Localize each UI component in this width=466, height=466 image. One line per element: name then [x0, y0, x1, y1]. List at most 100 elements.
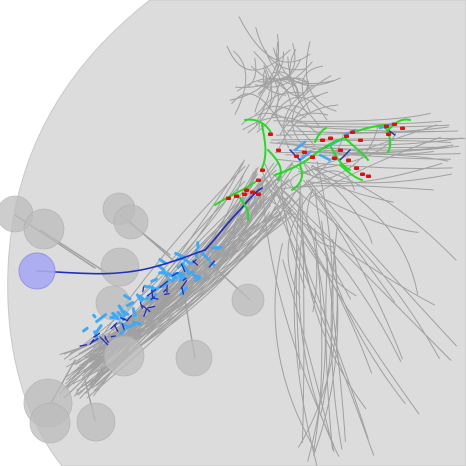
axon-twig: [110, 322, 118, 330]
synapse-marker: [256, 178, 261, 182]
axon-twig: [121, 323, 125, 331]
dendrite-segment: [133, 312, 138, 317]
dendrite-segment: [116, 311, 126, 321]
synapse-marker: [320, 138, 325, 142]
synapse-marker: [350, 130, 355, 134]
axon-twig: [181, 287, 185, 295]
neurite-strand: [301, 65, 323, 113]
neurite-strand: [274, 243, 317, 452]
neurite-strand: [247, 57, 257, 88]
neurite-strand: [280, 137, 463, 146]
dendrite-segment: [211, 245, 223, 250]
neurite-strand: [294, 145, 435, 155]
axon-twig: [171, 272, 179, 277]
axon-twig: [139, 301, 143, 309]
dendrite-segment: [145, 294, 150, 301]
axon-twig: [339, 149, 351, 161]
neurite-strand: [242, 116, 321, 137]
synapse-marker: [346, 158, 351, 162]
green-branch: [214, 179, 259, 206]
green-branch: [274, 157, 311, 176]
neurite-strand: [301, 194, 317, 303]
neurite-strand: [296, 124, 450, 128]
neurite-strand: [271, 105, 320, 127]
neurite-strand: [277, 139, 452, 143]
dendrite-segment: [298, 150, 312, 162]
synapse-marker: [276, 148, 281, 152]
green-branch: [261, 124, 267, 169]
neurite-strand: [255, 61, 313, 88]
neurite-strand: [272, 174, 440, 359]
axon-twig: [126, 314, 133, 322]
axon-twig: [182, 277, 187, 281]
neurite-strand: [261, 176, 335, 446]
axon-twig: [192, 259, 197, 263]
synapse-marker: [400, 126, 405, 130]
dendrite-segment: [181, 263, 190, 273]
neurite-strand: [275, 80, 300, 139]
green-branch: [387, 118, 411, 131]
neurite-strand: [283, 85, 314, 149]
synapse-marker: [344, 134, 349, 138]
dendrite-segment: [123, 294, 132, 301]
neurite-strand: [314, 193, 419, 233]
soma-sphere: [29, 402, 71, 444]
axon-twig: [110, 335, 116, 338]
neurite-strand: [264, 163, 369, 439]
neurite-strand: [305, 180, 396, 303]
green-branch: [339, 164, 363, 181]
axon-twig: [141, 305, 151, 313]
neurite-strand: [307, 255, 326, 462]
soma-sphere: [175, 339, 213, 377]
synapse-marker: [268, 132, 273, 136]
dendrite-segment: [158, 258, 168, 265]
axon-twig: [104, 337, 109, 343]
neurite-strand: [279, 112, 329, 136]
dendrite-segment: [194, 276, 201, 282]
synapse-marker: [250, 190, 255, 194]
dendrite-segment: [176, 261, 185, 269]
axon-twig: [120, 317, 129, 322]
neurite-strand: [310, 165, 457, 261]
neurite-strand: [238, 16, 311, 63]
neurite-strand: [298, 170, 452, 184]
green-branch: [291, 164, 303, 191]
highlighted-soma[interactable]: [18, 252, 56, 290]
cell-bodies: [0, 192, 265, 444]
green-branch: [314, 127, 327, 143]
neurite-strand: [257, 53, 280, 95]
dendrite-segment: [171, 274, 176, 283]
neurite-strand: [301, 242, 305, 443]
synapse-marker: [294, 154, 299, 158]
dendrite-segment: [118, 321, 130, 329]
neurite-strand: [265, 50, 335, 84]
neurite-strand: [275, 130, 458, 136]
dendrite-segment: [125, 301, 135, 308]
dendrite-segment: [119, 329, 126, 336]
dendrite-segment: [82, 326, 89, 333]
dendrite-segment: [138, 294, 146, 301]
soma-sphere: [100, 247, 140, 287]
neurite-strand: [78, 171, 255, 361]
axon-twig: [163, 288, 167, 293]
green-branches: [214, 118, 411, 221]
neurite-strand: [314, 188, 406, 404]
neurite-strand: [234, 51, 285, 88]
neurite-strand: [273, 71, 300, 100]
synapse-marker: [354, 166, 359, 170]
neurite-strand: [254, 77, 307, 113]
synapse-marker: [260, 168, 265, 172]
axon-twig: [147, 305, 156, 309]
neurite-strand: [278, 186, 452, 361]
green-branch: [354, 124, 386, 133]
soma-sphere: [231, 283, 265, 317]
dendrite-segment: [95, 313, 107, 323]
highlighted-dendrites: [82, 122, 394, 341]
neurite-strand: [321, 220, 346, 442]
neurite-strand: [295, 191, 301, 370]
neurite-strand: [305, 41, 337, 112]
neurite-strand: [282, 259, 335, 453]
neurite-strand: [280, 172, 306, 289]
